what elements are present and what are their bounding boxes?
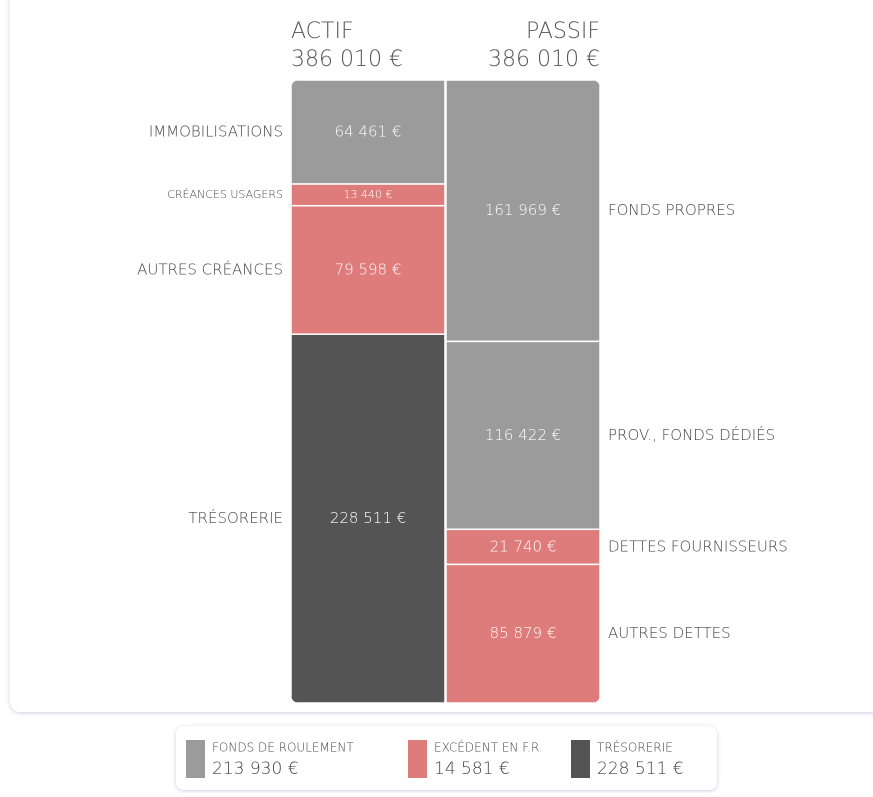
- segment: [445, 528, 600, 566]
- columns: [291, 80, 600, 703]
- segment-value: 161 969 €: [485, 201, 561, 219]
- column-total: 386 010 €: [291, 47, 403, 72]
- segment-value: 85 879 €: [490, 624, 557, 642]
- segment-label: TRÉSORERIE: [188, 508, 283, 527]
- segment: [445, 80, 600, 343]
- segment-label: PROV., FONDS DÉDIÉS: [608, 425, 775, 444]
- segment-label: IMMOBILISATIONS: [149, 123, 283, 141]
- segment-label: AUTRES CRÉANCES: [137, 259, 283, 278]
- segment-label: FONDS PROPRES: [608, 201, 735, 219]
- column-title: ACTIF: [291, 19, 354, 44]
- segment-value: 116 422 €: [485, 426, 561, 444]
- legend-box: [176, 726, 717, 790]
- segment-label: DETTES FOURNISSEURS: [608, 537, 788, 555]
- legend-swatch: [186, 740, 205, 778]
- segment-value: 228 511 €: [330, 509, 406, 527]
- column-title: PASSIF: [526, 19, 600, 44]
- segment-label: CRÉANCES USAGERS: [167, 188, 283, 201]
- legend-swatch: [408, 740, 427, 778]
- segment: [445, 563, 600, 703]
- segment: [291, 204, 446, 335]
- legend-name: TRÉSORERIE: [597, 740, 673, 755]
- legend-name: EXCÉDENT EN F.R.: [434, 740, 543, 755]
- legend-swatch: [571, 740, 590, 778]
- column-total: 386 010 €: [488, 47, 600, 72]
- segment: [445, 340, 600, 531]
- segment-value: 79 598 €: [335, 260, 402, 278]
- segment-label: AUTRES DETTES: [608, 624, 731, 642]
- legend-value: 14 581 €: [434, 759, 510, 779]
- segment-value: 64 461 €: [335, 123, 402, 141]
- legend-value: 213 930 €: [212, 759, 299, 779]
- legend-value: 228 511 €: [597, 759, 684, 779]
- segment-value: 21 740 €: [490, 537, 557, 555]
- segment: [291, 333, 446, 703]
- legend-name: FONDS DE ROULEMENT: [212, 741, 354, 755]
- segment-value: 13 440 €: [344, 188, 393, 201]
